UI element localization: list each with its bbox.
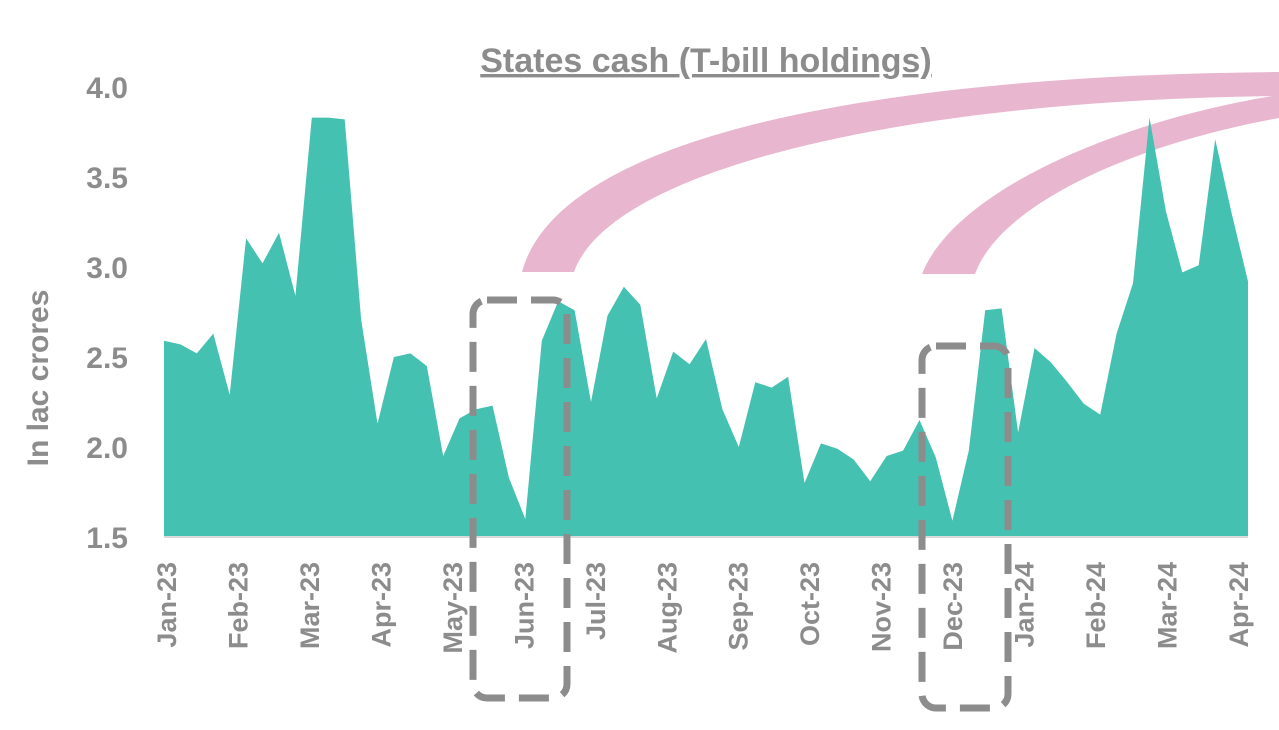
x-tick-label: Apr-24 (1224, 562, 1254, 648)
x-tick-label: Jul-23 (581, 562, 611, 640)
y-tick-label: 3.0 (86, 252, 128, 285)
arrow-group (522, 72, 1279, 274)
x-tick-label: Jan-23 (152, 562, 182, 648)
x-tick-label: Nov-23 (867, 562, 897, 652)
x-tick-label: Jun-23 (509, 562, 539, 649)
x-tick-label: Dec-23 (938, 562, 968, 651)
chart-title: States cash (T-bill holdings) (480, 42, 932, 80)
y-tick-label: 2.0 (86, 432, 128, 465)
x-tick-label: Mar-23 (295, 562, 325, 649)
y-tick-label: 1.5 (86, 522, 128, 555)
highlight-box (918, 342, 1012, 712)
y-tick-label: 2.5 (86, 342, 128, 375)
x-tick-label: Mar-24 (1153, 562, 1183, 649)
highlight-box (469, 296, 571, 702)
x-tick-label: Feb-24 (1081, 562, 1111, 649)
highlight-boxes (469, 296, 1012, 712)
area-series (164, 117, 1248, 537)
y-tick-label: 3.5 (86, 162, 128, 195)
x-tick-label: Sep-23 (724, 562, 754, 651)
x-tick-label: May-23 (438, 562, 468, 654)
y-tick-label: 4.0 (86, 72, 128, 105)
y-axis-title: In lac crores (22, 290, 55, 467)
area-layer (164, 117, 1248, 538)
connector-arrow-1 (522, 72, 1279, 272)
x-tick-label: Oct-23 (795, 562, 825, 646)
x-tick-label: Aug-23 (652, 562, 682, 654)
y-axis-ticks: 1.5 2.0 2.5 3.0 3.5 4.0 (86, 72, 128, 555)
x-axis-ticks: Jan-23 Feb-23 Mar-23 Apr-23 May-23 Jun-23 Jul-… (152, 562, 1254, 654)
x-tick-label: Apr-23 (366, 562, 396, 648)
x-tick-label: Feb-23 (223, 562, 253, 649)
connector-arrow-2 (922, 95, 1279, 274)
x-tick-label: Jan-24 (1010, 562, 1040, 648)
